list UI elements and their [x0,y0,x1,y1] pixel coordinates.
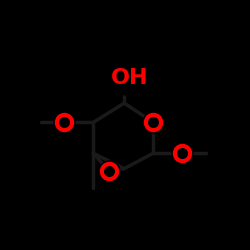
Text: OH: OH [111,68,149,88]
